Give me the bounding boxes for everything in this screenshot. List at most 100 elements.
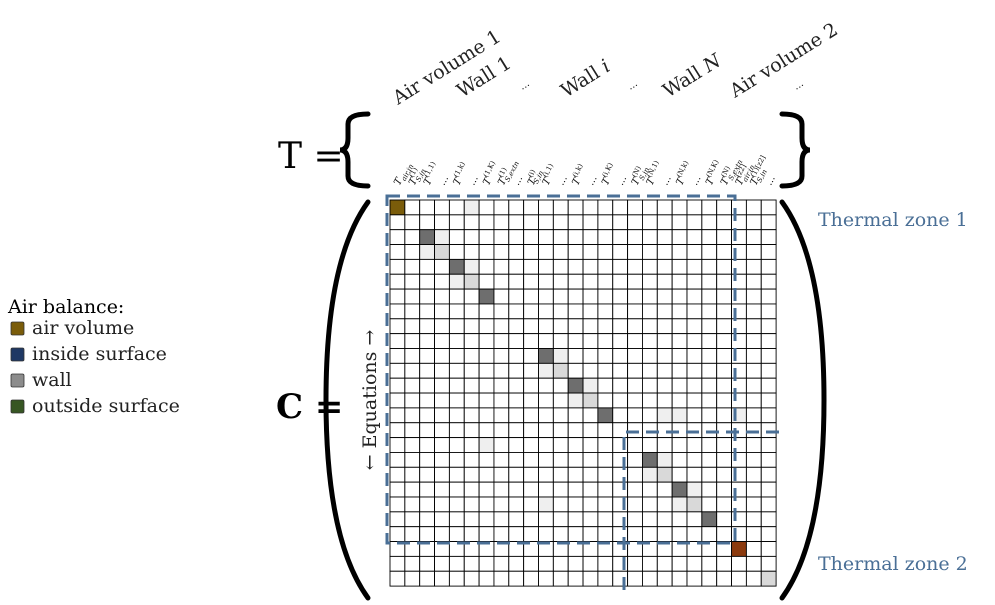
matrix-cell	[716, 437, 733, 453]
matrix-cell	[716, 288, 733, 305]
matrix-cell	[656, 496, 673, 513]
matrix-cell	[523, 199, 539, 216]
matrix-cell	[404, 258, 421, 275]
matrix-cell	[538, 466, 554, 483]
matrix-cell	[404, 214, 421, 231]
matrix-cell	[627, 437, 643, 453]
matrix-cell	[508, 377, 525, 394]
matrix-cell	[701, 288, 718, 305]
matrix-cell	[627, 555, 643, 572]
matrix-cell-filled	[582, 377, 599, 394]
matrix-cell	[745, 541, 762, 557]
matrix-cell	[686, 348, 703, 364]
matrix-cell	[597, 437, 614, 453]
matrix-cell	[716, 258, 733, 275]
variable-label: ...	[556, 174, 570, 188]
matrix-cell	[463, 422, 480, 439]
matrix-cell	[627, 348, 643, 364]
matrix-cell	[463, 303, 480, 320]
matrix-cell	[478, 229, 495, 245]
matrix-cell	[508, 348, 525, 364]
matrix-cell	[463, 214, 480, 231]
matrix-cell	[760, 437, 777, 453]
matrix-cell	[478, 392, 495, 409]
matrix-cell	[582, 288, 599, 305]
matrix-cell	[567, 214, 584, 231]
matrix-cell	[745, 466, 762, 483]
variable-label: ...	[585, 174, 599, 188]
matrix-cell	[567, 555, 584, 572]
matrix-cell	[419, 496, 436, 513]
matrix-cell	[642, 258, 658, 275]
matrix-cell	[404, 481, 421, 498]
matrix-cell	[538, 244, 554, 260]
matrix-cell	[493, 214, 510, 231]
matrix-cell	[404, 303, 421, 320]
matrix-cell	[404, 199, 421, 216]
column-group-label: Air volume 2	[725, 19, 842, 103]
matrix-cell	[642, 526, 658, 543]
matrix-cell-filled	[448, 258, 465, 275]
matrix-cell	[582, 466, 599, 483]
matrix-cell	[716, 452, 733, 468]
matrix-cell	[686, 199, 703, 216]
matrix-cell	[671, 511, 688, 528]
matrix-cell	[523, 526, 539, 543]
matrix-cell	[478, 555, 495, 572]
matrix-cell	[760, 318, 777, 335]
matrix-cell	[760, 348, 777, 364]
matrix-cell	[716, 273, 733, 290]
matrix-cell	[478, 318, 495, 335]
matrix-cell	[760, 452, 777, 468]
matrix-cell	[582, 273, 599, 290]
thermal-zone-1-label: Thermal zone 1	[818, 209, 968, 231]
matrix-cell	[478, 526, 495, 543]
matrix-cell	[389, 377, 406, 394]
matrix-cell	[642, 496, 658, 513]
matrix-cell	[493, 437, 510, 453]
matrix-cell	[760, 199, 777, 216]
matrix-cell	[523, 258, 539, 275]
matrix-cell	[745, 437, 762, 453]
matrix-cell	[627, 422, 643, 439]
matrix-cell	[701, 407, 718, 424]
matrix-cell	[745, 422, 762, 439]
matrix-cell	[716, 570, 733, 587]
matrix-cell	[523, 570, 539, 587]
matrix-cell	[671, 555, 688, 572]
matrix-cell	[731, 555, 747, 572]
matrix-cell-filled	[419, 229, 436, 245]
matrix-cell	[612, 273, 629, 290]
matrix-cell-filled	[419, 244, 436, 260]
matrix-cell	[597, 466, 614, 483]
matrix-cell	[612, 303, 629, 320]
matrix-cell	[627, 526, 643, 543]
matrix-cell	[627, 244, 643, 260]
matrix-cell	[716, 377, 733, 394]
matrix-cell	[656, 511, 673, 528]
matrix-cell	[745, 244, 762, 260]
matrix-cell	[716, 555, 733, 572]
matrix-cell	[760, 214, 777, 231]
matrix-cell	[686, 526, 703, 543]
matrix-cell	[508, 555, 525, 572]
matrix-cell	[701, 318, 718, 335]
matrix-cell	[404, 244, 421, 260]
matrix-cell-filled	[642, 452, 658, 468]
matrix-cell-filled	[656, 452, 673, 468]
matrix-cell	[463, 555, 480, 572]
matrix-cell	[419, 422, 436, 439]
matrix-cell-filled	[642, 466, 658, 483]
matrix-cell	[508, 258, 525, 275]
matrix-cell	[508, 318, 525, 335]
matrix-cell	[552, 526, 569, 543]
c-left-paren	[323, 199, 371, 601]
matrix-cell	[552, 555, 569, 572]
matrix-cell	[448, 318, 465, 335]
matrix-cell	[434, 273, 450, 290]
matrix-cell	[745, 303, 762, 320]
matrix-cell-filled	[538, 496, 554, 513]
matrix-cell	[448, 555, 465, 572]
matrix-cell	[538, 199, 554, 216]
matrix-cell	[686, 452, 703, 468]
